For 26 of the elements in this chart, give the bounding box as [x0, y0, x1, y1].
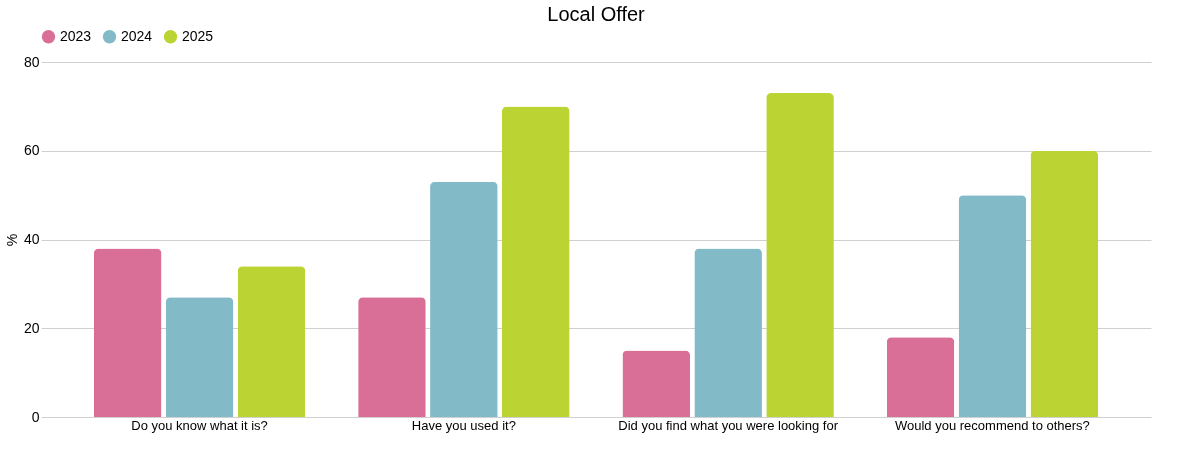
bar	[237, 266, 306, 417]
y-tick-label: 60	[23, 142, 40, 159]
bar	[93, 248, 162, 417]
x-tick-label: Did you find what you were looking for	[618, 417, 839, 433]
bar	[622, 350, 691, 417]
bar	[430, 181, 498, 417]
y-axis-title: %	[3, 233, 20, 247]
y-tick-label: 20	[23, 319, 40, 336]
x-tick-label: Do you know what it is?	[131, 417, 268, 433]
legend-label: 2025	[182, 27, 214, 44]
x-tick-label: Would you recommend to others?	[894, 417, 1090, 433]
bar	[1030, 150, 1099, 417]
x-tick-label: Have you used it?	[411, 417, 516, 433]
y-tick-label: 40	[23, 231, 40, 247]
legend-label: 2023	[60, 27, 92, 44]
bar	[501, 106, 570, 417]
bar	[766, 93, 834, 417]
bar	[958, 195, 1027, 417]
legend-label: 2024	[121, 27, 153, 44]
chart-title: Local Offer	[547, 3, 646, 25]
bar	[886, 337, 955, 417]
y-tick-label: 80	[23, 53, 40, 70]
bar	[694, 248, 762, 417]
bar	[358, 297, 426, 417]
y-tick-label: 0	[31, 408, 40, 425]
bar	[165, 297, 234, 417]
